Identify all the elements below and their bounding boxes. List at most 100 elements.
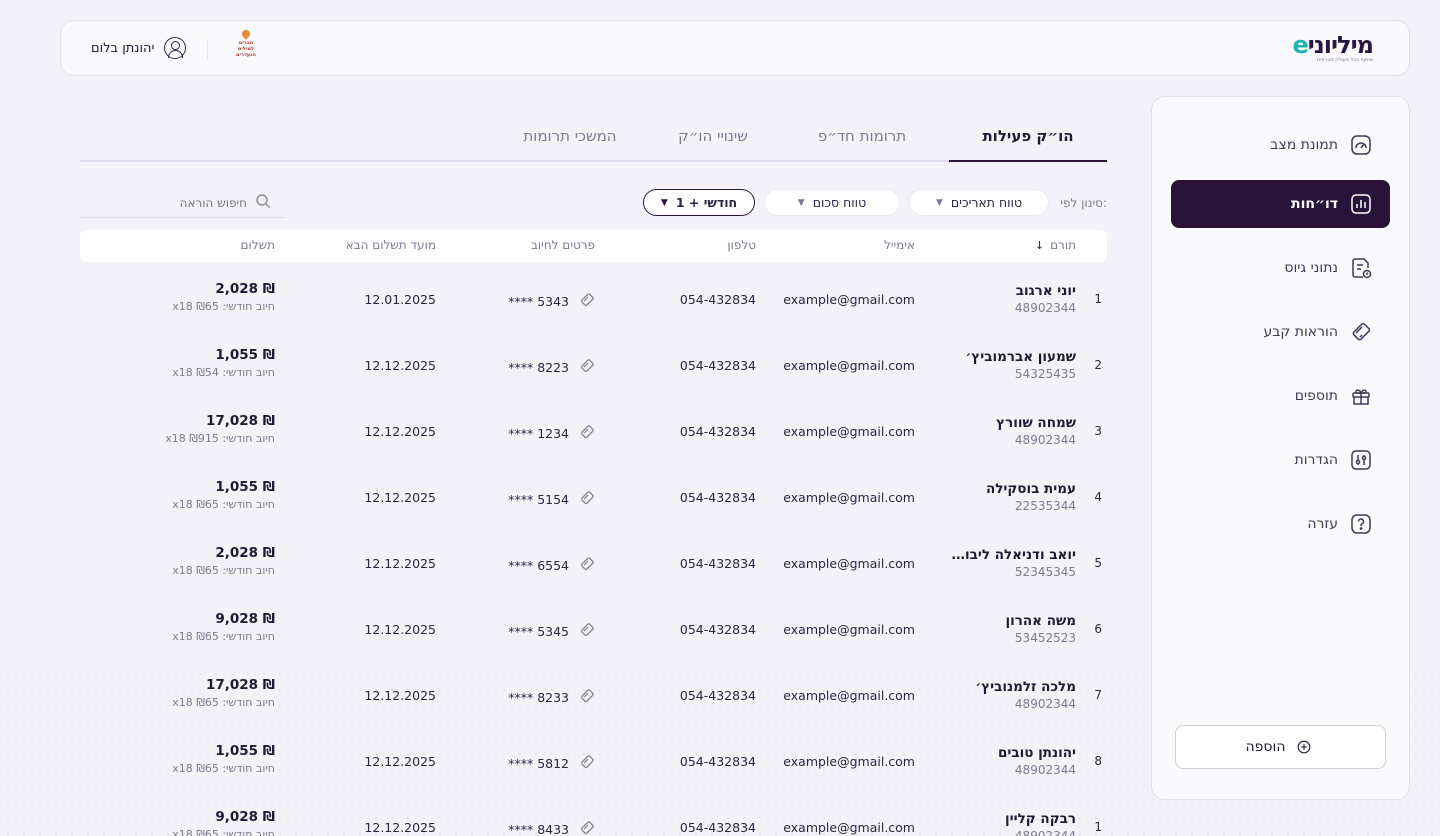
card-number: 1234 **** bbox=[508, 426, 569, 441]
donor-id: 48902344 bbox=[1014, 433, 1076, 447]
tab-donation-continuations[interactable]: המשכי תרומות bbox=[523, 127, 617, 145]
monthly-charge: חיוב חודשי: ₪65 x18 bbox=[172, 564, 275, 577]
table-row[interactable]: 3 שמחה שוורץ 48902344 example@gmail.com … bbox=[80, 400, 1107, 466]
card-details: 8233 **** bbox=[508, 688, 595, 707]
donor-email: example@gmail.com bbox=[783, 820, 915, 835]
amount-range-label: טווח סכום bbox=[812, 195, 867, 210]
donor-name: משה אהרון bbox=[1005, 613, 1076, 629]
payment-amount: ₪ 17,028 bbox=[205, 677, 275, 693]
column-card: פרטים לחיוב bbox=[530, 238, 595, 252]
next-payment-date: 12.12.2025 bbox=[364, 622, 436, 637]
row-number: 2 bbox=[1094, 358, 1102, 372]
credit-card-icon bbox=[579, 754, 595, 773]
payment-amount: ₪ 1,055 bbox=[215, 743, 275, 759]
row-number: 1 bbox=[1094, 820, 1102, 834]
table-row[interactable]: 2 שמעון אברמוביץ׳ 54325435 example@gmail… bbox=[80, 334, 1107, 400]
donor-phone: 054-432834 bbox=[679, 556, 756, 571]
card-number: 8233 **** bbox=[508, 690, 569, 705]
sidebar-item-dashboard[interactable]: תמונת מצב bbox=[1171, 121, 1390, 169]
sidebar-item-label: נתוני גיוס bbox=[1284, 260, 1338, 276]
card-number: 6554 **** bbox=[508, 558, 569, 573]
gift-icon bbox=[1350, 385, 1372, 407]
sidebar-item-help[interactable]: עזרה bbox=[1171, 500, 1390, 548]
card-details: 5154 **** bbox=[508, 490, 595, 509]
bar-chart-icon bbox=[1350, 193, 1372, 215]
donor-phone: 054-432834 bbox=[679, 292, 756, 307]
tabs-bar: הו״ק פעילות תרומות חד״פ שינויי הו״ק המשכ… bbox=[80, 116, 1107, 162]
next-payment-date: 12.12.2025 bbox=[364, 754, 436, 769]
next-payment-date: 12.12.2025 bbox=[364, 424, 436, 439]
credit-card-icon bbox=[1350, 321, 1372, 343]
column-email: אימייל bbox=[883, 238, 915, 252]
sidebar-item-addons[interactable]: תוספים bbox=[1171, 372, 1390, 420]
table-row[interactable]: 6 משה אהרון 53452523 example@gmail.com 0… bbox=[80, 598, 1107, 664]
document-clock-icon bbox=[1350, 257, 1372, 279]
donor-id: 48902344 bbox=[1014, 763, 1076, 777]
column-phone: טלפון bbox=[727, 238, 756, 252]
amount-range-filter[interactable]: טווח סכום ▼ bbox=[764, 189, 900, 216]
sidebar: תמונת מצב דו״חות נתוני גיוס הוראות קבע ת… bbox=[1151, 96, 1410, 800]
table-row[interactable]: 1 רבקה קליין 48902344 example@gmail.com … bbox=[80, 796, 1107, 836]
date-range-label: טווח תאריכים bbox=[950, 195, 1023, 210]
user-menu[interactable]: יהונתן בלום bbox=[91, 37, 187, 59]
sidebar-item-fundraising-data[interactable]: נתוני גיוס bbox=[1171, 244, 1390, 292]
help-icon bbox=[1350, 513, 1372, 535]
search-box bbox=[80, 188, 285, 218]
header-divider bbox=[207, 39, 208, 59]
donor-phone: 054-432834 bbox=[679, 754, 756, 769]
credit-card-icon bbox=[579, 556, 595, 575]
sidebar-item-label: תוספים bbox=[1294, 388, 1338, 404]
next-payment-date: 12.12.2025 bbox=[364, 556, 436, 571]
sidebar-item-settings[interactable]: הגדרות bbox=[1171, 436, 1390, 484]
date-range-filter[interactable]: טווח תאריכים ▼ bbox=[909, 189, 1049, 216]
brand-name: מיליוניe bbox=[1292, 31, 1374, 59]
card-details: 5343 **** bbox=[508, 292, 595, 311]
row-number: 7 bbox=[1094, 688, 1102, 702]
column-next-payment: מועד תשלום הבא bbox=[345, 238, 436, 252]
table-row[interactable]: 4 עמית בוסקילה 22535344 example@gmail.co… bbox=[80, 466, 1107, 532]
partner-logo: חברים למילים הנעדרים bbox=[235, 28, 257, 66]
tab-one-time-donations[interactable]: תרומות חד״פ bbox=[817, 127, 907, 145]
flame-icon bbox=[240, 28, 252, 40]
monthly-charge: חיוב חודשי: ₪915 x18 bbox=[165, 432, 275, 445]
brand-logo[interactable]: מיליוניe שיתוף בכל פעולה חברתית bbox=[1292, 31, 1374, 63]
table-row[interactable]: 5 יואב ודניאלה ליבובי... 52345345 exampl… bbox=[80, 532, 1107, 598]
tab-active-standing-orders[interactable]: הו״ק פעילות bbox=[949, 116, 1107, 162]
sidebar-item-reports[interactable]: דו״חות bbox=[1171, 180, 1390, 228]
card-number: 8223 **** bbox=[508, 360, 569, 375]
chevron-down-icon: ▼ bbox=[660, 197, 668, 208]
filters-bar: סינון לפי: טווח תאריכים ▼ טווח סכום ▼ חו… bbox=[80, 188, 1107, 218]
donor-email: example@gmail.com bbox=[783, 754, 915, 769]
card-number: 8433 **** bbox=[508, 822, 569, 836]
monthly-charge: חיוב חודשי: ₪65 x18 bbox=[172, 630, 275, 643]
card-number: 5812 **** bbox=[508, 756, 569, 771]
credit-card-icon bbox=[579, 424, 595, 443]
search-input[interactable] bbox=[117, 195, 247, 210]
column-donor[interactable]: תורם ↓ bbox=[1035, 238, 1076, 252]
donor-email: example@gmail.com bbox=[783, 292, 915, 307]
donor-email: example@gmail.com bbox=[783, 490, 915, 505]
add-button-label: הוספה bbox=[1245, 739, 1286, 755]
table-header: תורם ↓ אימייל טלפון פרטים לחיוב מועד תשל… bbox=[80, 230, 1107, 262]
frequency-filter[interactable]: חודשי + 1 ▼ bbox=[643, 189, 755, 216]
donor-phone: 054-432834 bbox=[679, 622, 756, 637]
donor-phone: 054-432834 bbox=[679, 820, 756, 835]
user-name: יהונתן בלום bbox=[91, 40, 155, 56]
sidebar-item-standing-orders[interactable]: הוראות קבע bbox=[1171, 308, 1390, 356]
add-button[interactable]: הוספה bbox=[1175, 725, 1386, 769]
donor-name: מלכה זלמנוביץ׳ bbox=[975, 679, 1076, 695]
payment-amount: ₪ 2,028 bbox=[215, 545, 275, 561]
donor-id: 52345345 bbox=[1014, 565, 1076, 579]
column-donor-label: תורם bbox=[1050, 238, 1076, 252]
tab-standing-order-changes[interactable]: שינויי הו״ק bbox=[678, 127, 748, 145]
table-row[interactable]: 7 מלכה זלמנוביץ׳ 48902344 example@gmail.… bbox=[80, 664, 1107, 730]
credit-card-icon bbox=[579, 820, 595, 836]
donor-name: עמית בוסקילה bbox=[985, 481, 1076, 497]
chevron-down-icon: ▼ bbox=[797, 197, 805, 208]
table-row[interactable]: 1 יוני ארגוב 48902344 example@gmail.com … bbox=[80, 268, 1107, 334]
donor-name: יוני ארגוב bbox=[1015, 283, 1076, 299]
gauge-icon bbox=[1350, 134, 1372, 156]
donor-email: example@gmail.com bbox=[783, 424, 915, 439]
sidebar-item-label: דו״חות bbox=[1291, 196, 1338, 212]
table-row[interactable]: 8 יהונתן טובים 48902344 example@gmail.co… bbox=[80, 730, 1107, 796]
